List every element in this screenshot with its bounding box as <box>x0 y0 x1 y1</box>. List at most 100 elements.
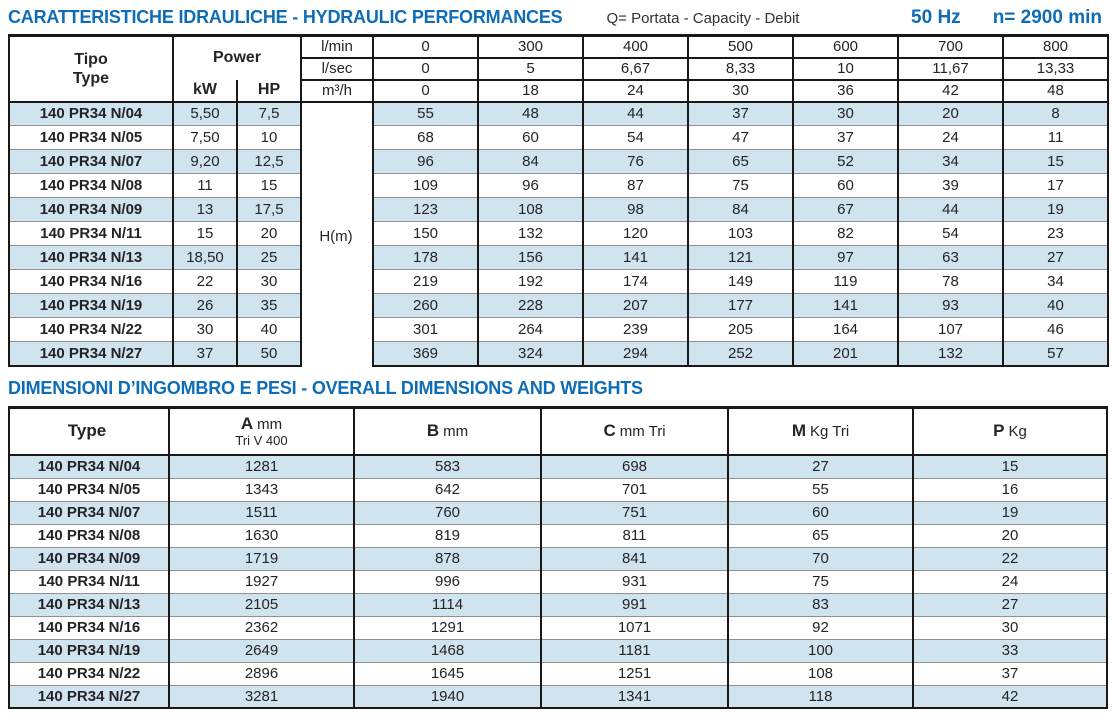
weight-p-cell: 19 <box>912 501 1108 525</box>
kw-cell: 30 <box>172 317 238 342</box>
tipo-label: Tipo <box>74 50 108 68</box>
kw-cell: 37 <box>172 341 238 367</box>
weight-p-cell: 42 <box>912 685 1108 709</box>
dim-c-cell: 751 <box>540 501 729 525</box>
head-cell: 37 <box>792 125 900 150</box>
dimension-row: 140 PR34 N/22 2896 1645 1251 108 37 <box>8 662 1108 686</box>
head-cell: 132 <box>477 221 585 246</box>
head-cell: 109 <box>372 173 480 198</box>
hydraulic-row: 140 PR34 N/13 18,50 25 178 156 141 121 9… <box>8 245 1110 270</box>
dimension-row: 140 PR34 N/07 1511 760 751 60 19 <box>8 501 1108 525</box>
head-cell: 239 <box>582 317 690 342</box>
dimension-header-sub: Tri V 400 <box>235 433 288 449</box>
model-cell: 140 PR34 N/05 <box>8 125 174 150</box>
head-cell: 17 <box>1002 173 1110 198</box>
model-cell: 140 PR34 N/27 <box>8 685 170 709</box>
head-cell: 44 <box>582 101 690 126</box>
model-cell: 140 PR34 N/22 <box>8 317 174 342</box>
model-cell: 140 PR34 N/09 <box>8 197 174 222</box>
head-cell: 44 <box>897 197 1005 222</box>
dimension-row: 140 PR34 N/13 2105 1114 991 83 27 <box>8 593 1108 617</box>
flow-value: 0 <box>372 78 480 103</box>
head-cell: 119 <box>792 269 900 294</box>
flow-value: 36 <box>792 78 900 103</box>
hp-cell: 17,5 <box>235 197 303 222</box>
flow-value: 13,33 <box>1002 56 1110 81</box>
flow-value: 0 <box>372 56 480 81</box>
head-cell: 252 <box>687 341 795 367</box>
head-cell: 34 <box>1002 269 1110 294</box>
section2-title: DIMENSIONI D’INGOMBRO E PESI - OVERALL D… <box>8 377 643 398</box>
head-cell: 207 <box>582 293 690 318</box>
speed-label: n= 2900 min <box>992 7 1102 28</box>
head-cell: 65 <box>687 149 795 174</box>
dimension-header: M Kg Tri <box>727 406 914 456</box>
head-cell: 324 <box>477 341 585 367</box>
weight-p-cell: 20 <box>912 524 1108 548</box>
hydraulic-row: 140 PR34 N/07 9,20 12,5 96 84 76 65 52 3… <box>8 149 1110 174</box>
hp-cell: 50 <box>235 341 303 367</box>
model-cell: 140 PR34 N/16 <box>8 269 174 294</box>
head-cell: 177 <box>687 293 795 318</box>
head-cell: 121 <box>687 245 795 270</box>
model-cell: 140 PR34 N/19 <box>8 639 170 663</box>
dim-b-cell: 760 <box>353 501 542 525</box>
head-cell: 294 <box>582 341 690 367</box>
dimension-header: Type <box>8 406 170 456</box>
head-cell: 192 <box>477 269 585 294</box>
unit-lmin: l/min <box>300 34 375 59</box>
dimension-header: P Kg <box>912 406 1108 456</box>
head-cell: 27 <box>1002 245 1110 270</box>
hydraulic-row: 140 PR34 N/16 22 30 219 192 174 149 119 … <box>8 269 1110 294</box>
head-cell: 76 <box>582 149 690 174</box>
weight-m-cell: 60 <box>727 501 914 525</box>
head-unit-label: H(m) <box>319 228 353 245</box>
flow-value: 24 <box>582 78 690 103</box>
head-unit-column-cell <box>300 101 375 126</box>
head-cell: 48 <box>477 101 585 126</box>
dim-a-cell: 1343 <box>168 478 355 502</box>
hydraulic-row: 140 PR34 N/04 5,50 7,5 55 48 44 37 30 20… <box>8 101 1110 126</box>
model-cell: 140 PR34 N/13 <box>8 593 170 617</box>
head-cell: 63 <box>897 245 1005 270</box>
weight-p-cell: 16 <box>912 478 1108 502</box>
dimension-row: 140 PR34 N/16 2362 1291 1071 92 30 <box>8 616 1108 640</box>
head-cell: 141 <box>792 293 900 318</box>
kw-cell: 18,50 <box>172 245 238 270</box>
model-cell: 140 PR34 N/09 <box>8 547 170 571</box>
kw-cell: 22 <box>172 269 238 294</box>
head-cell: 54 <box>897 221 1005 246</box>
head-cell: 301 <box>372 317 480 342</box>
weight-p-cell: 24 <box>912 570 1108 594</box>
head-cell: 93 <box>897 293 1005 318</box>
head-unit-column-cell <box>300 293 375 318</box>
head-unit-column-cell <box>300 317 375 342</box>
hydraulic-table-wrap: Tipo Type Power l/min 0 300 400 500 600 … <box>8 34 1110 367</box>
head-cell: 141 <box>582 245 690 270</box>
hp-cell: 40 <box>235 317 303 342</box>
hp-cell: 12,5 <box>235 149 303 174</box>
hydraulic-row: 140 PR34 N/27 37 50 369 324 294 252 201 … <box>8 341 1110 367</box>
model-cell: 140 PR34 N/19 <box>8 293 174 318</box>
head-cell: 46 <box>1002 317 1110 342</box>
dim-c-cell: 991 <box>540 593 729 617</box>
head-cell: 20 <box>897 101 1005 126</box>
dim-b-cell: 1291 <box>353 616 542 640</box>
hydraulic-table-body: 140 PR34 N/04 5,50 7,5 55 48 44 37 30 20… <box>8 101 1110 367</box>
model-cell: 140 PR34 N/16 <box>8 616 170 640</box>
dim-b-cell: 1468 <box>353 639 542 663</box>
head-unit-column-cell <box>300 197 375 222</box>
dimension-header-main: Type <box>67 421 107 441</box>
dim-c-cell: 1341 <box>540 685 729 709</box>
head-cell: 24 <box>897 125 1005 150</box>
head-cell: 201 <box>792 341 900 367</box>
weight-m-cell: 100 <box>727 639 914 663</box>
model-cell: 140 PR34 N/11 <box>8 221 174 246</box>
model-cell: 140 PR34 N/22 <box>8 662 170 686</box>
dim-b-cell: 1645 <box>353 662 542 686</box>
dim-a-cell: 2105 <box>168 593 355 617</box>
head-cell: 15 <box>1002 149 1110 174</box>
